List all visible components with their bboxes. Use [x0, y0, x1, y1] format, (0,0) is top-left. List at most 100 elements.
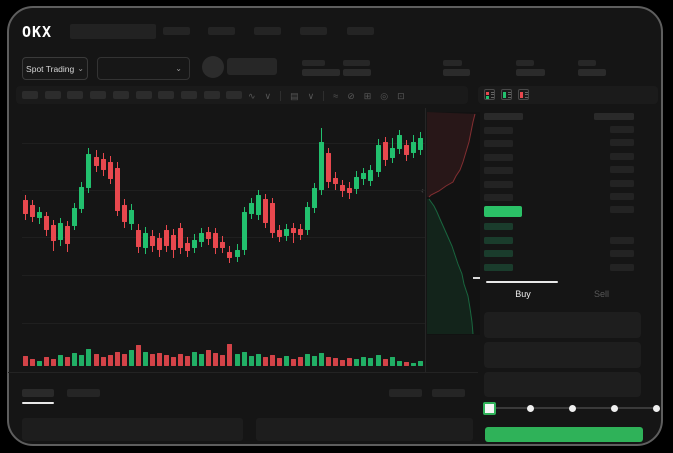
total-field[interactable] [484, 372, 641, 397]
bid-price-placeholder[interactable] [484, 250, 513, 258]
ask-amount-placeholder[interactable] [610, 152, 634, 160]
tab-buy[interactable]: Buy [515, 289, 531, 299]
timeframe-button-placeholder[interactable] [67, 91, 84, 99]
ask-amount-placeholder[interactable] [610, 193, 634, 200]
volume-bar [403, 362, 409, 366]
volume-bar [164, 355, 169, 366]
volume-bar [290, 359, 296, 366]
bid-amount-placeholder[interactable] [610, 250, 634, 258]
candle [72, 208, 78, 226]
slider-stop[interactable] [569, 405, 576, 412]
bottom-action-placeholder-1[interactable] [389, 389, 422, 397]
volume-bar [283, 356, 289, 366]
volume-bar [171, 357, 176, 366]
fullscreen-icon[interactable]: ⊡ [397, 90, 405, 101]
price-field[interactable] [484, 312, 641, 338]
candle [262, 199, 268, 223]
nav-search-placeholder[interactable] [70, 24, 156, 39]
candle [192, 240, 198, 248]
market-type-selector[interactable]: Spot Trading ⌄ [22, 57, 88, 80]
chart-right-border [425, 108, 426, 372]
ask-amount-placeholder[interactable] [610, 126, 634, 133]
nav-item-placeholder[interactable] [208, 27, 235, 35]
chart-tools: ∿ ∨ ▤ ∨ ≈ ⊘ ⊞ ◎ ⊡ [248, 88, 405, 104]
depth-sidebar[interactable] [427, 112, 480, 335]
ask-price-placeholder[interactable] [484, 194, 513, 201]
ask-price-placeholder[interactable] [484, 153, 513, 161]
bid-amount-placeholder[interactable] [610, 263, 634, 271]
slider-handle[interactable] [483, 402, 496, 415]
bottom-tab-2[interactable] [67, 389, 100, 397]
slider-stop[interactable] [610, 405, 618, 412]
timeframe-button-placeholder[interactable] [180, 91, 197, 99]
bottom-tab-1[interactable] [22, 389, 54, 397]
book-asks-icon[interactable] [518, 89, 529, 100]
volume-bar [142, 352, 148, 366]
bottom-action-placeholder-2[interactable] [432, 389, 465, 397]
chevron-down-icon[interactable]: ∨ [307, 90, 315, 101]
tab-sell[interactable]: Sell [593, 289, 609, 299]
orders-panel-placeholder [22, 418, 243, 441]
nav-item-placeholder[interactable] [254, 27, 281, 35]
timeframe-button-placeholder[interactable] [158, 91, 175, 99]
indicator-wave-icon[interactable]: ∿ [248, 90, 256, 101]
volume-bar [185, 356, 191, 366]
candle [156, 238, 162, 250]
volume-bar [149, 354, 155, 366]
bid-price-placeholder[interactable] [484, 223, 513, 231]
volume-bar [241, 352, 247, 366]
volume-bar [354, 359, 360, 366]
ask-amount-placeholder[interactable] [610, 179, 634, 187]
book-all-icon[interactable] [484, 89, 495, 100]
volume-bar [340, 360, 346, 366]
chart-bottom-divider [8, 372, 478, 373]
timeframe-button-placeholder[interactable] [226, 91, 243, 99]
candle [86, 154, 92, 188]
candle-style-icon[interactable]: ▤ [290, 90, 299, 101]
settings-icon[interactable]: ◎ [380, 90, 389, 101]
candle [297, 229, 303, 235]
ask-price-placeholder[interactable] [484, 140, 513, 148]
nav-item-placeholder[interactable] [347, 27, 374, 35]
line-tool-icon[interactable]: ≈ [333, 91, 339, 101]
candle [79, 187, 85, 209]
volume-bar [192, 352, 198, 366]
book-bids-icon[interactable] [501, 89, 512, 100]
timeframe-button-placeholder[interactable] [203, 91, 220, 99]
ask-price-placeholder[interactable] [484, 167, 513, 175]
okx-logo: OKX [22, 23, 53, 41]
nav-item-placeholder[interactable] [163, 27, 190, 35]
compare-icon[interactable]: ⊘ [347, 90, 355, 101]
ask-price-placeholder[interactable] [484, 127, 513, 134]
timeframe-button-placeholder[interactable] [90, 91, 107, 99]
candle [93, 157, 99, 166]
volume-bar [276, 358, 282, 366]
bid-price-placeholder[interactable] [484, 236, 513, 244]
candle [220, 242, 226, 248]
nav-item-placeholder[interactable] [300, 27, 327, 35]
stat-value-placeholder [578, 69, 606, 76]
last-price-badge[interactable] [484, 206, 522, 217]
candle [290, 228, 296, 233]
ask-amount-placeholder[interactable] [610, 166, 634, 174]
buy-submit-button[interactable] [485, 427, 643, 442]
pair-selector[interactable]: ⌄ [97, 57, 190, 80]
snapshot-icon[interactable]: ⊞ [363, 90, 372, 101]
market-type-label: Spot Trading [26, 63, 75, 74]
bid-amount-placeholder[interactable] [610, 236, 634, 244]
timeframe-button-placeholder[interactable] [22, 91, 38, 99]
volume-bar [206, 350, 212, 366]
bid-price-placeholder[interactable] [484, 263, 513, 271]
chevron-down-icon[interactable]: ∨ [264, 90, 272, 101]
slider-stop[interactable] [527, 405, 535, 412]
amount-field[interactable] [484, 342, 641, 368]
timeframe-button-placeholder[interactable] [112, 91, 129, 99]
candle [410, 142, 416, 153]
timeframe-button-placeholder[interactable] [44, 91, 61, 99]
timeframe-button-placeholder[interactable] [135, 91, 152, 99]
slider-stop[interactable] [652, 405, 660, 412]
ask-price-placeholder[interactable] [484, 180, 513, 188]
stat-value-placeholder [302, 69, 340, 76]
depth-last-price-tick [473, 277, 480, 279]
ask-amount-placeholder[interactable] [610, 139, 634, 147]
